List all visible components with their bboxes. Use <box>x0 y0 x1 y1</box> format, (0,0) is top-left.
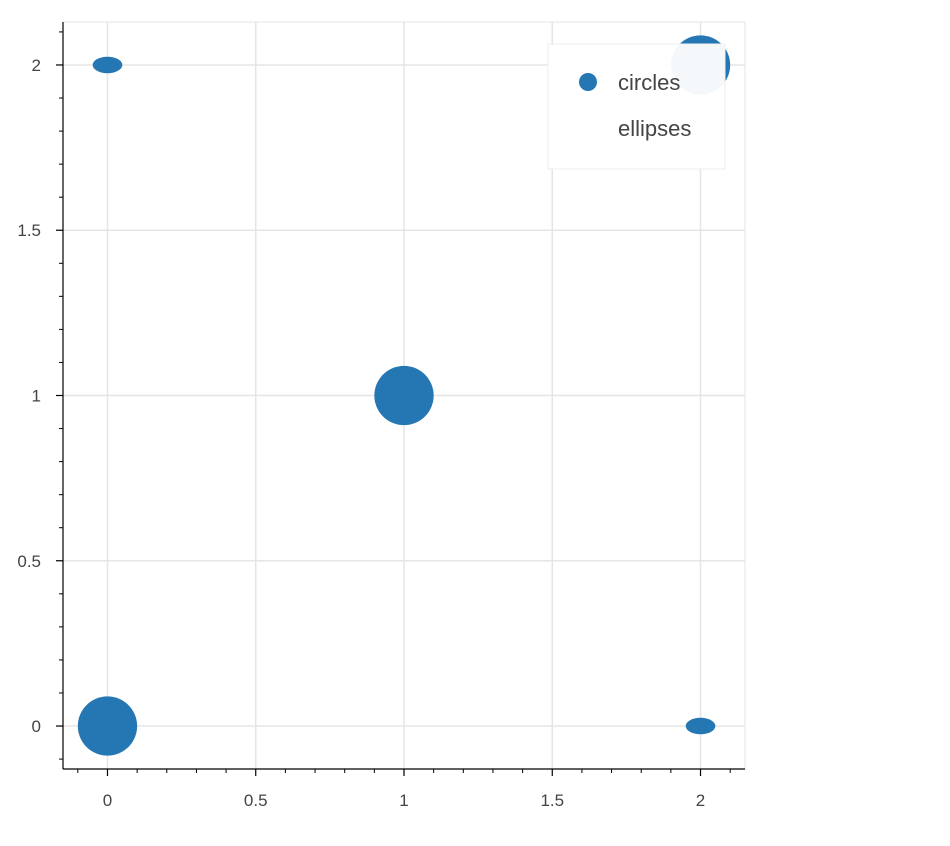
y-tick-label: 0 <box>32 717 41 736</box>
x-tick-label: 0.5 <box>244 791 268 810</box>
ellipse-point <box>92 56 123 74</box>
x-tick-label: 1 <box>399 791 408 810</box>
y-tick-label: 1 <box>32 387 41 406</box>
axes: 0 0.5 1 1.5 2 0 0.5 1 1.5 2 <box>17 22 745 810</box>
legend-label: circles <box>618 70 680 95</box>
circle-point <box>77 696 138 756</box>
legend-box <box>547 43 726 170</box>
y-tick-label: 2 <box>32 56 41 75</box>
y-tick-label: 1.5 <box>17 221 41 240</box>
x-tick-label: 0 <box>103 791 112 810</box>
legend-glyph-circles <box>579 73 597 91</box>
ellipse-point <box>685 717 716 735</box>
x-tick-label: 2 <box>696 791 705 810</box>
legend: circles ellipses <box>547 43 726 170</box>
circle-point <box>374 365 434 426</box>
legend-label: ellipses <box>618 116 691 141</box>
y-tick-label: 0.5 <box>17 552 41 571</box>
x-tick-label: 1.5 <box>540 791 564 810</box>
